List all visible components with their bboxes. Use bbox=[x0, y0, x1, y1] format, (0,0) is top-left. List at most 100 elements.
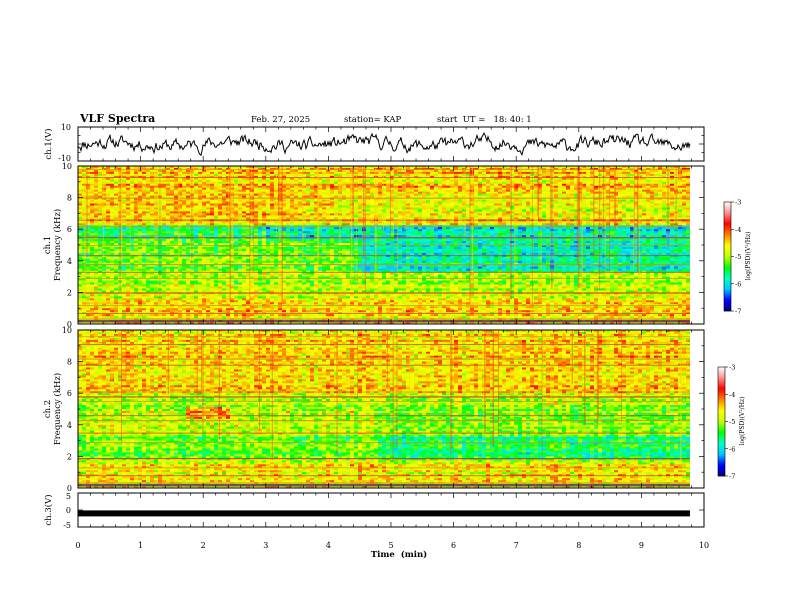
colorbar-cell bbox=[718, 391, 725, 393]
ch2-spectrogram-image bbox=[78, 330, 704, 488]
x-tick-label: 5 bbox=[388, 541, 393, 550]
colorbar-cell bbox=[718, 411, 725, 413]
colorbar-cell bbox=[718, 418, 725, 420]
colorbar-tick-label: -7 bbox=[735, 308, 741, 316]
y-tick-label: 4 bbox=[67, 421, 72, 430]
colorbar-tick-label: -4 bbox=[735, 226, 741, 234]
colorbar-cell bbox=[718, 438, 725, 440]
colorbar-cell bbox=[718, 472, 725, 474]
ch1-ytick-top: 10 bbox=[61, 123, 71, 132]
colorbar-cell bbox=[718, 409, 725, 411]
ch3-waveform-ylabel: ch.3(V) bbox=[43, 494, 54, 525]
colorbar-cell bbox=[724, 238, 731, 240]
colorbar-cell bbox=[718, 436, 725, 438]
ch3-waveform-panel: 5 0 -5 ch.3(V) 0 1 2 3 4 5 6 7 8 9 10 Time (min) bbox=[43, 492, 709, 560]
colorbar-cell bbox=[724, 304, 731, 306]
colorbar-cell bbox=[718, 372, 725, 374]
ch2-colorbar-gradient bbox=[718, 367, 725, 476]
colorbar-cell bbox=[724, 276, 731, 278]
colorbar-cell bbox=[724, 217, 731, 219]
station-label: station= KAP bbox=[344, 115, 402, 125]
colorbar-cell bbox=[718, 463, 725, 465]
colorbar-cell bbox=[718, 380, 725, 382]
colorbar-cell bbox=[724, 282, 731, 284]
ch1-waveform-ylabel: ch.1(V) bbox=[43, 128, 54, 159]
ch1-colorbar-label: log(PSD)(V²/Hz) bbox=[745, 232, 752, 281]
colorbar-cell bbox=[718, 467, 725, 469]
colorbar-cell bbox=[724, 204, 731, 206]
colorbar-cell bbox=[724, 244, 731, 246]
colorbar-cell bbox=[718, 392, 725, 394]
ch3-ytick-bottom: -5 bbox=[63, 521, 71, 530]
colorbar-cell bbox=[724, 306, 731, 308]
colorbar-cell bbox=[724, 287, 731, 289]
time-axis-label: Time (min) bbox=[371, 549, 427, 560]
y-tick-label: 2 bbox=[67, 288, 72, 297]
colorbar-cell bbox=[724, 257, 731, 259]
y-tick-label: 6 bbox=[67, 389, 72, 398]
colorbar-cell bbox=[724, 284, 731, 286]
ch2-colorbar: -3-4-5-6-7 log(PSD)(V²/Hz) bbox=[718, 364, 746, 481]
colorbar-cell bbox=[718, 414, 725, 416]
colorbar-cell bbox=[718, 403, 725, 405]
y-tick-label: 10 bbox=[62, 162, 72, 171]
ch3-ytick-middle: 0 bbox=[66, 506, 71, 515]
colorbar-cell bbox=[718, 432, 725, 434]
y-tick-label: 8 bbox=[67, 358, 72, 367]
colorbar-cell bbox=[724, 211, 731, 213]
ch1-colorbar-ticks: -3-4-5-6-7 bbox=[731, 199, 741, 316]
colorbar-cell bbox=[724, 255, 731, 257]
x-tick-label: 9 bbox=[639, 541, 644, 550]
colorbar-cell bbox=[724, 280, 731, 282]
colorbar-cell bbox=[718, 461, 725, 463]
colorbar-cell bbox=[724, 237, 731, 239]
colorbar-cell bbox=[718, 376, 725, 378]
ch1-waveform-line bbox=[78, 133, 690, 155]
ch1-spectrogram-ylabel-channel: ch.1 bbox=[43, 236, 53, 254]
figure-title: VLF Spectra bbox=[79, 112, 155, 125]
colorbar-cell bbox=[718, 396, 725, 398]
ch2-colorbar-ticks: -3-4-5-6-7 bbox=[725, 364, 735, 481]
colorbar-cell bbox=[718, 441, 725, 443]
colorbar-tick-label: -6 bbox=[729, 445, 735, 453]
ch2-colorbar-label: log(PSD)(V²/Hz) bbox=[739, 397, 746, 446]
colorbar-tick-label: -7 bbox=[729, 473, 735, 481]
colorbar-cell bbox=[718, 423, 725, 425]
colorbar-cell bbox=[724, 302, 731, 304]
colorbar-cell bbox=[724, 202, 731, 204]
ch3-waveform-ticks bbox=[78, 493, 704, 527]
colorbar-cell bbox=[718, 460, 725, 462]
colorbar-cell bbox=[718, 402, 725, 404]
x-tick-label: 6 bbox=[451, 541, 456, 550]
ch1-colorbar: -3-4-5-6-7 log(PSD)(V²/Hz) bbox=[724, 199, 752, 316]
ch1-spectrogram-ylabel: Frequency (kHz) bbox=[52, 209, 63, 281]
colorbar-cell bbox=[724, 300, 731, 302]
colorbar-tick-label: -4 bbox=[729, 391, 735, 399]
colorbar-cell bbox=[724, 262, 731, 264]
colorbar-cell bbox=[718, 425, 725, 427]
colorbar-cell bbox=[718, 445, 725, 447]
colorbar-cell bbox=[724, 247, 731, 249]
colorbar-cell bbox=[724, 260, 731, 262]
colorbar-cell bbox=[718, 443, 725, 445]
colorbar-cell bbox=[724, 227, 731, 229]
y-tick-label: 10 bbox=[62, 326, 72, 335]
colorbar-cell bbox=[718, 405, 725, 407]
colorbar-cell bbox=[718, 382, 725, 384]
colorbar-cell bbox=[724, 291, 731, 293]
colorbar-cell bbox=[718, 431, 725, 433]
colorbar-cell bbox=[718, 427, 725, 429]
ch3-waveform-line bbox=[78, 510, 690, 516]
colorbar-cell bbox=[718, 422, 725, 424]
colorbar-tick-label: -6 bbox=[735, 280, 741, 288]
colorbar-cell bbox=[718, 458, 725, 460]
y-tick-label: 4 bbox=[67, 257, 72, 266]
colorbar-tick-label: -5 bbox=[729, 418, 735, 426]
colorbar-cell bbox=[718, 378, 725, 380]
colorbar-cell bbox=[718, 394, 725, 396]
colorbar-cell bbox=[718, 383, 725, 385]
x-tick-label: 3 bbox=[263, 541, 268, 550]
